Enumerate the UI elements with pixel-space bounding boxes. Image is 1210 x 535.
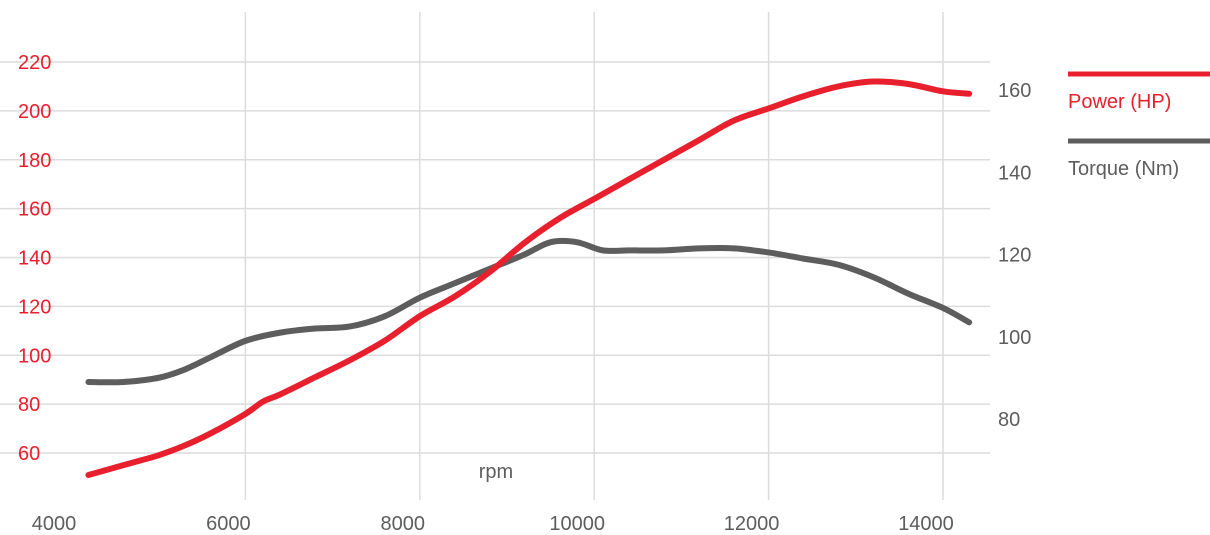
right-y-tick-label: 120 — [998, 245, 1031, 267]
right-y-tick-label: 100 — [998, 327, 1031, 349]
right-y-tick-label: 80 — [998, 409, 1020, 431]
left-y-tick-label: 80 — [18, 394, 40, 416]
left-y-tick-label: 120 — [18, 296, 51, 318]
right-y-tick-label: 140 — [998, 162, 1031, 184]
x-tick-label: 12000 — [724, 513, 780, 535]
grid — [0, 12, 990, 500]
left-y-axis: 60 80 100 120 140 160 180 200 220 — [18, 52, 51, 465]
x-tick-label: 10000 — [549, 513, 605, 535]
legend-label: Torque (Nm) — [1068, 158, 1179, 180]
series-layer — [85, 78, 973, 478]
left-y-tick-label: 160 — [18, 199, 51, 221]
x-tick-label: 4000 — [32, 513, 77, 535]
left-y-tick-label: 180 — [18, 150, 51, 172]
x-tick-label: 6000 — [206, 513, 251, 535]
x-tick-label: 14000 — [898, 513, 954, 535]
right-y-tick-label: 160 — [998, 80, 1031, 102]
torque-series-line — [85, 237, 973, 386]
legend-label: Power (HP) — [1068, 91, 1171, 113]
left-y-tick-label: 220 — [18, 52, 51, 74]
left-y-tick-label: 60 — [18, 443, 40, 465]
x-axis: 4000 6000 8000 10000 12000 14000 — [32, 513, 954, 535]
right-y-axis: 80 100 120 140 160 — [998, 80, 1031, 431]
x-axis-label: rpm — [479, 461, 513, 483]
left-y-tick-label: 100 — [18, 345, 51, 367]
x-tick-label: 8000 — [381, 513, 426, 535]
left-y-tick-label: 200 — [18, 101, 51, 123]
power-series-line — [85, 78, 973, 478]
left-y-tick-label: 140 — [18, 248, 51, 270]
legend: Power (HP) Torque (Nm) — [1068, 71, 1210, 180]
